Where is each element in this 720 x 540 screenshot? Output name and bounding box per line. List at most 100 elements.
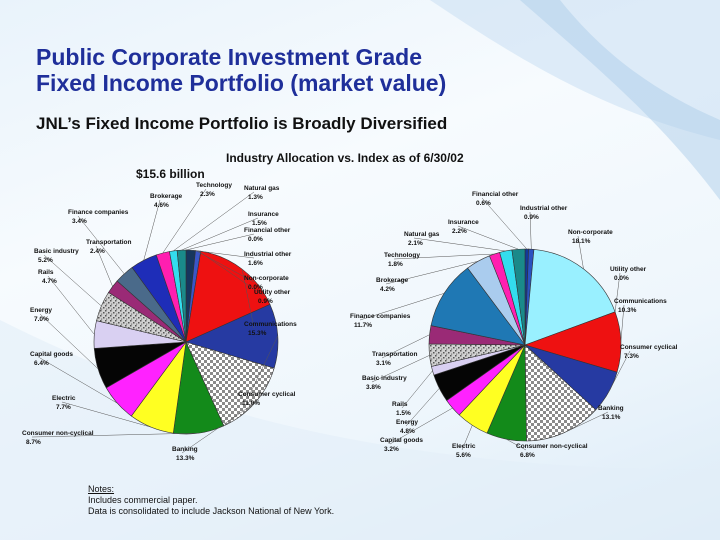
- portfolio-value-rails: 4.7%: [42, 278, 57, 285]
- index-label-rails: Rails: [392, 401, 408, 408]
- slide-title: Public Corporate Investment Grade Fixed …: [36, 44, 636, 96]
- portfolio-leader-finance-companies: [77, 215, 125, 274]
- portfolio-label-transportation: Transportation: [86, 239, 132, 246]
- index-pie: [428, 248, 622, 442]
- portfolio-value-non-corporate: 0.0%: [248, 284, 263, 291]
- index-label-technology: Technology: [384, 252, 420, 259]
- index-leader-electric: [461, 425, 473, 451]
- index-label-utility-other: Utility other: [610, 266, 647, 273]
- index-label-brokerage: Brokerage: [376, 277, 409, 284]
- index-value-consumer-non-cyclical: 6.8%: [520, 452, 535, 459]
- portfolio-value-financial-other: 0.0%: [248, 236, 263, 243]
- portfolio-leader-capital-goods: [39, 357, 118, 404]
- index-value-insurance: 2.2%: [452, 228, 467, 235]
- portfolio-label-technology: Technology: [196, 182, 232, 189]
- portfolio-label-rails: Rails: [38, 269, 54, 276]
- index-leader-capital-goods: [389, 407, 453, 445]
- portfolio-label-communications: Communications: [244, 321, 297, 328]
- portfolio-label-natural-gas: Natural gas: [244, 185, 280, 192]
- index-slice-insurance: [511, 248, 526, 346]
- index-leader-basic-industry: [371, 355, 430, 383]
- index-leader-non-corporate: [577, 235, 584, 269]
- index-label-insurance: Insurance: [448, 219, 479, 226]
- index-leader-financial-other: [481, 197, 527, 250]
- index-value-communications: 10.3%: [618, 307, 637, 314]
- portfolio-leader-industrial-other: [190, 249, 255, 259]
- portfolio-leader-basic-industry: [43, 254, 102, 307]
- index-label-non-corporate: Non-corporate: [568, 229, 613, 236]
- index-value-basic-industry: 3.8%: [366, 384, 381, 391]
- portfolio-label-basic-industry: Basic industry: [34, 248, 79, 255]
- index-leader-brokerage: [385, 260, 479, 285]
- portfolio-value-communications: 15.3%: [248, 330, 267, 337]
- index-label-capital-goods: Capital goods: [380, 437, 423, 444]
- notes-heading: Notes:: [88, 484, 115, 494]
- portfolio-leader-transportation: [95, 245, 113, 287]
- portfolio-value-banking: 13.3%: [176, 455, 195, 462]
- index-label-consumer-non-cyclical: Consumer non-cyclical: [516, 443, 588, 450]
- portfolio-leader-electric: [61, 401, 152, 428]
- portfolio-leader-energy: [39, 313, 99, 369]
- portfolio-value-brokerage: 4.6%: [154, 202, 169, 209]
- index-slice-banking: [524, 344, 597, 442]
- portfolio-label-consumer-non-cyclical: Consumer non-cyclical: [22, 430, 94, 437]
- portfolio-label-insurance: Insurance: [248, 211, 279, 218]
- title-line-1: Public Corporate Investment Grade: [36, 44, 422, 70]
- index-value-electric: 5.6%: [456, 452, 471, 459]
- index-leader-technology: [393, 253, 495, 260]
- index-label-electric: Electric: [452, 443, 476, 450]
- index-label-industrial-other: Industrial other: [520, 205, 568, 212]
- portfolio-leader-natural-gas: [173, 191, 255, 252]
- chart-heading: Industry Allocation vs. Index as of 6/30…: [226, 151, 464, 165]
- index-leader-rails: [401, 370, 433, 409]
- portfolio-value-consumer-cyclical: 11.0%: [242, 400, 260, 407]
- index-label-financial-other: Financial other: [472, 191, 519, 198]
- portfolio-label-electric: Electric: [52, 395, 76, 402]
- portfolio-label-industrial-other: Industrial other: [244, 251, 292, 258]
- index-leader-natural-gas: [413, 237, 506, 252]
- index-value-utility-other: 0.0%: [614, 275, 629, 282]
- index-leader-insurance: [457, 225, 519, 250]
- portfolio-leader-insurance: [181, 217, 259, 251]
- index-leader-finance-companies: [359, 293, 445, 321]
- index-label-consumer-cyclical: Consumer cyclical: [620, 344, 678, 351]
- portfolio-leader-consumer-non-cyclical: [31, 432, 200, 438]
- index-value-energy: 4.8%: [400, 428, 415, 435]
- index-value-industrial-other: 0.9%: [524, 214, 539, 221]
- portfolio-value-electric: 7.7%: [56, 404, 71, 411]
- index-leader-utility-other: [614, 272, 621, 312]
- note-2: Data is consolidated to include Jackson …: [88, 506, 335, 516]
- portfolio-value-energy: 7.0%: [34, 316, 49, 323]
- portfolio-leader-utility-other: [197, 250, 265, 297]
- portfolio-leader-technology: [162, 188, 207, 254]
- index-label-transportation: Transportation: [372, 351, 418, 358]
- portfolio-label-non-corporate: Non-corporate: [244, 275, 289, 282]
- portfolio-leader-financial-other: [185, 233, 255, 251]
- portfolio-value-technology: 2.3%: [200, 191, 215, 198]
- index-leader-banking: [564, 411, 609, 433]
- index-leader-communications: [620, 304, 625, 342]
- index-leader-energy: [405, 388, 440, 427]
- slide-subtitle: JNL’s Fixed Income Portfolio is Broadly …: [36, 114, 448, 133]
- index-pie-labels: Financial other 0.6% Industrial other 0.9% N…: [350, 191, 678, 459]
- portfolio-label-finance-companies: Finance companies: [68, 209, 129, 216]
- index-value-natural-gas: 2.1%: [408, 240, 423, 247]
- portfolio-label-capital-goods: Capital goods: [30, 351, 73, 358]
- portfolio-pie-labels: Financial other 0.0% Industrial other 1.6% N…: [22, 182, 297, 462]
- note-1: Includes commercial paper.: [88, 495, 198, 505]
- index-label-communications: Communications: [614, 298, 667, 305]
- index-label-energy: Energy: [396, 419, 418, 426]
- portfolio-value-natural-gas: 1.3%: [248, 194, 263, 201]
- portfolio-value-transportation: 2.4%: [90, 248, 105, 255]
- portfolio-pie: [93, 249, 279, 435]
- portfolio-label-consumer-cyclical: Consumer cyclical: [238, 391, 296, 398]
- portfolio-leader-consumer-cyclical: [247, 335, 279, 399]
- index-leader-industrial-other: [529, 211, 532, 250]
- portfolio-leader-communications: [241, 269, 255, 329]
- index-value-consumer-cyclical: 7.3%: [624, 353, 639, 360]
- portfolio-value-finance-companies: 3.4%: [72, 218, 87, 225]
- index-label-natural-gas: Natural gas: [404, 231, 440, 238]
- portfolio-value-insurance: 1.5%: [252, 220, 267, 227]
